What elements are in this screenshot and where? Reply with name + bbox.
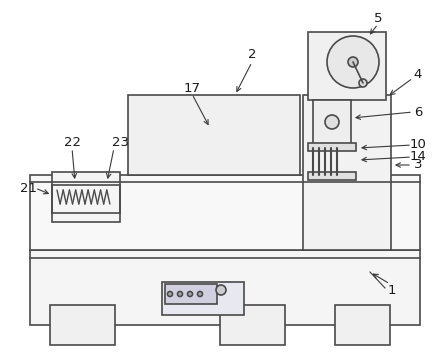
Bar [165,284,217,304]
Bar [303,95,391,250]
Bar [162,282,244,315]
Circle shape [348,57,358,67]
Circle shape [327,36,379,88]
Bar [335,305,390,345]
Bar [220,305,285,345]
Bar [128,95,300,175]
Bar [308,143,356,151]
Text: 22: 22 [63,136,80,148]
Circle shape [325,115,339,129]
Bar [52,172,120,222]
Text: 5: 5 [374,11,382,24]
Bar [30,250,420,325]
Circle shape [187,291,193,297]
Circle shape [359,79,367,87]
Text: 2: 2 [248,48,256,62]
Circle shape [198,291,202,297]
Circle shape [178,291,182,297]
Bar [52,185,120,213]
Text: 23: 23 [111,136,128,148]
Bar [313,100,351,148]
Text: 14: 14 [409,150,426,164]
Text: 3: 3 [414,159,422,171]
Bar [50,305,115,345]
Bar [30,175,420,250]
Text: 17: 17 [183,81,201,95]
Bar [308,32,386,100]
Circle shape [167,291,173,297]
Text: 1: 1 [388,284,396,297]
Text: 4: 4 [414,69,422,81]
Circle shape [216,285,226,295]
Text: 21: 21 [20,182,36,194]
Bar [308,172,356,180]
Text: 6: 6 [414,105,422,119]
Text: 10: 10 [409,138,426,152]
